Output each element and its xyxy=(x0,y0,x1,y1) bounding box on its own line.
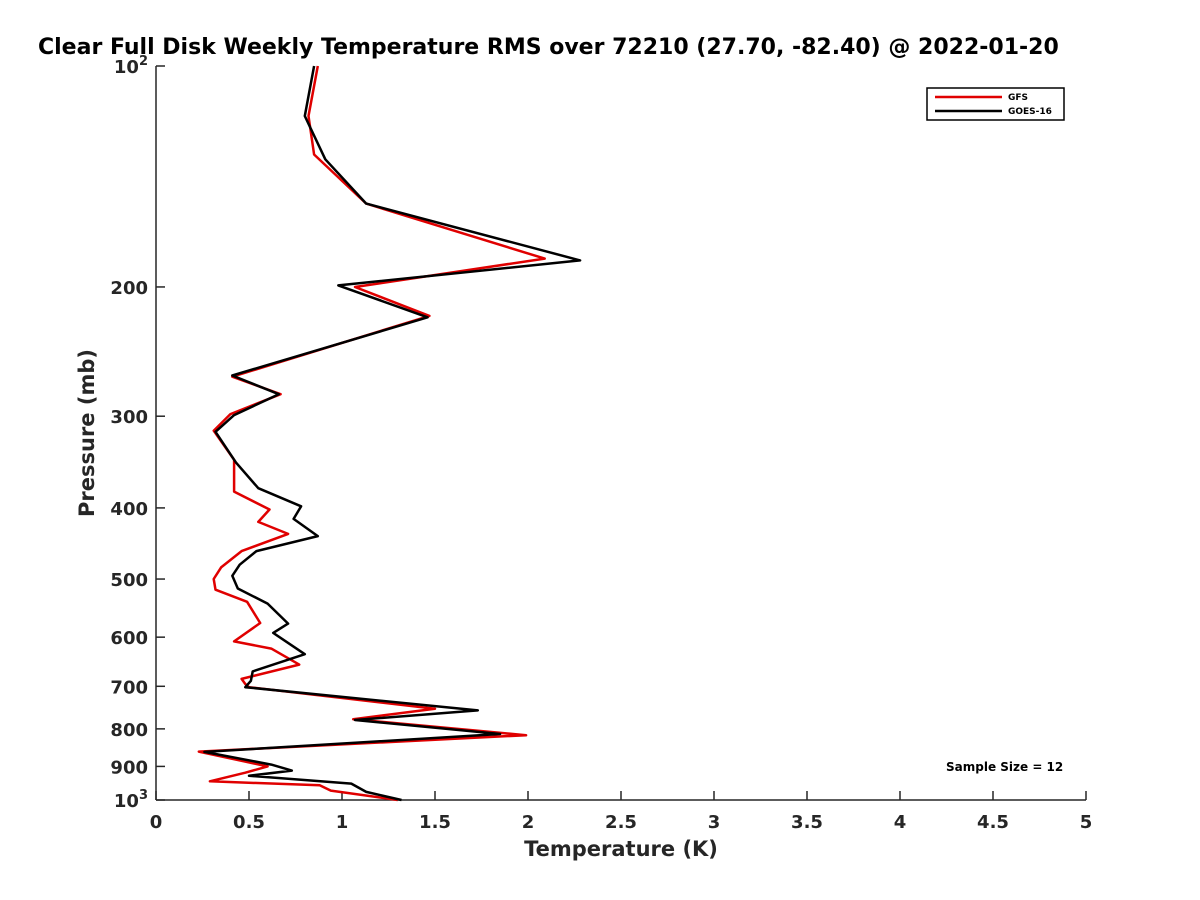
legend: GFS GOES-16 xyxy=(926,87,1065,121)
series-lines xyxy=(197,65,582,802)
legend-label-goes16: GOES-16 xyxy=(1008,107,1052,117)
y-tick-label: 900 xyxy=(110,757,148,778)
y-tick-label: 700 xyxy=(110,677,148,698)
y-tick-label: 102 xyxy=(114,54,148,78)
y-tick-label: 500 xyxy=(110,570,148,591)
series-line-gfs xyxy=(197,65,546,802)
x-tick-label: 4.5 xyxy=(977,812,1009,833)
y-tick-label: 800 xyxy=(110,720,148,741)
x-tick-label: 0 xyxy=(150,812,163,833)
y-tick-label: 300 xyxy=(110,407,148,428)
y-ticks: 102 200 300 400 500 600 700 800 900 103 xyxy=(110,54,165,812)
y-tick-label: 400 xyxy=(110,499,148,520)
x-tick-label: 2 xyxy=(522,812,535,833)
x-tick-label: 0.5 xyxy=(233,812,265,833)
x-tick-label: 3.5 xyxy=(791,812,823,833)
chart-title: Clear Full Disk Weekly Temperature RMS o… xyxy=(38,35,1059,60)
x-tick-label: 1.5 xyxy=(419,812,451,833)
x-tick-label: 4 xyxy=(894,812,907,833)
series-line-goes16 xyxy=(203,65,582,802)
sample-size-annotation: Sample Size = 12 xyxy=(946,760,1063,774)
x-tick-label: 2.5 xyxy=(605,812,637,833)
x-ticks: 0 0.5 1 1.5 2 2.5 3 3.5 4 4.5 5 xyxy=(150,791,1093,833)
legend-box xyxy=(926,87,1065,121)
x-tick-label: 3 xyxy=(708,812,721,833)
y-tick-label: 200 xyxy=(110,278,148,299)
x-tick-label: 1 xyxy=(336,812,349,833)
y-tick-label: 600 xyxy=(110,628,148,649)
y-axis-label: Pressure (mb) xyxy=(75,349,99,517)
x-axis-label: Temperature (K) xyxy=(524,837,718,861)
legend-label-gfs: GFS xyxy=(1008,93,1028,103)
x-tick-label: 5 xyxy=(1080,812,1093,833)
y-tick-label: 103 xyxy=(114,788,148,812)
axes xyxy=(155,66,1086,801)
